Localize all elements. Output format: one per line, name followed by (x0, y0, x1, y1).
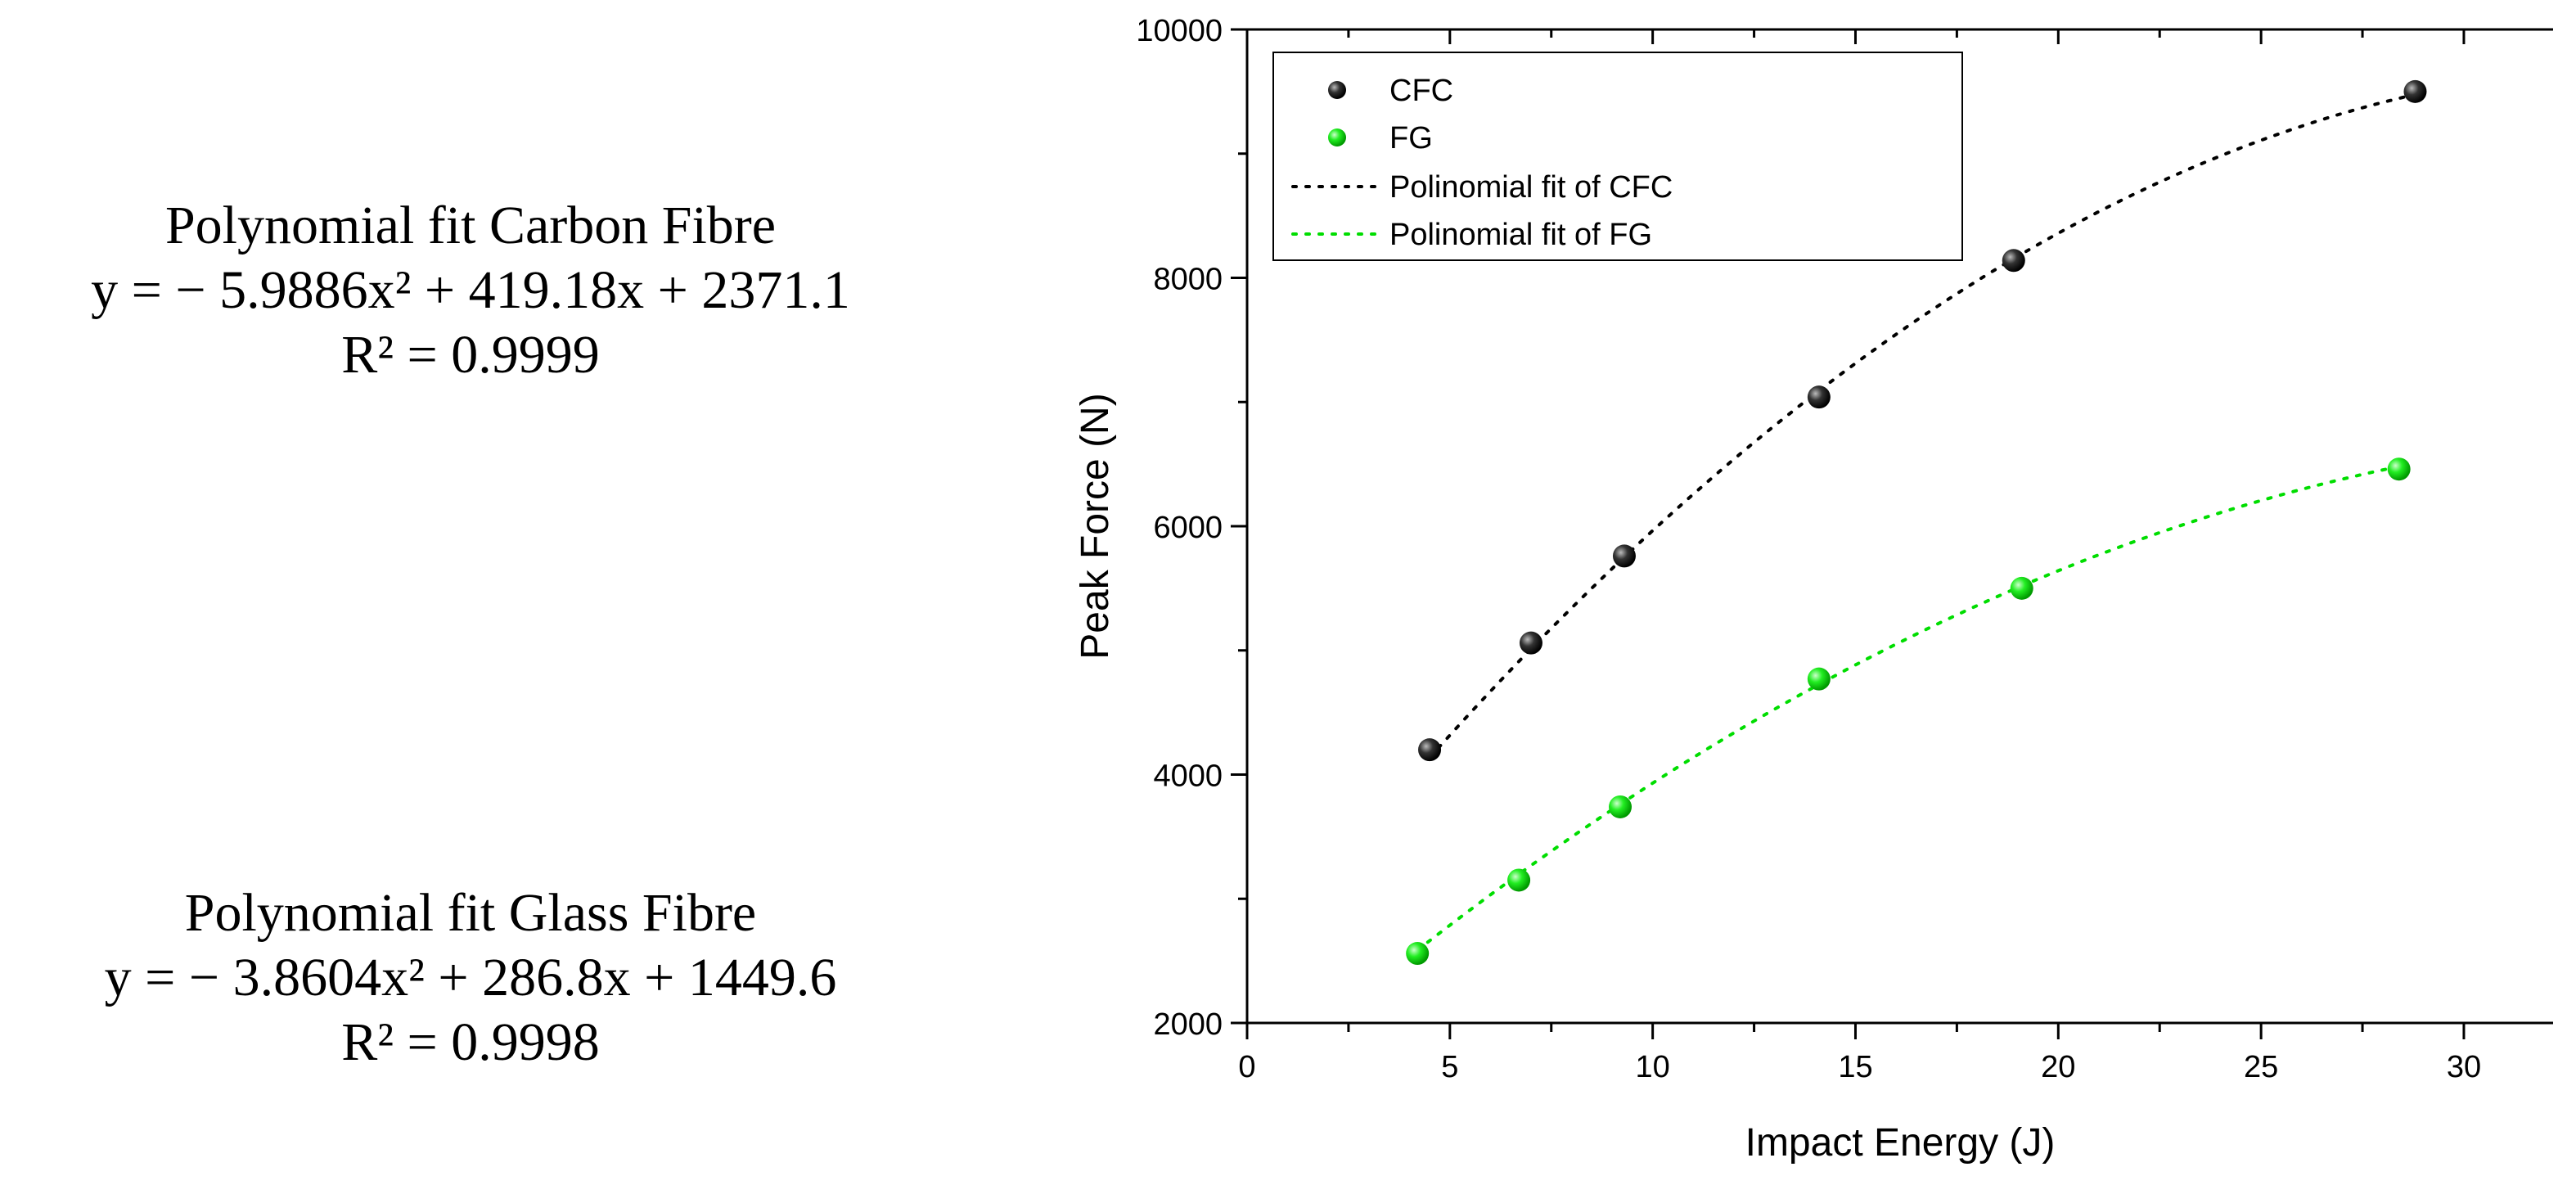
x-axis-title: Impact Energy (J) (1745, 1121, 2056, 1165)
x-tick-label: 30 (2447, 1050, 2481, 1084)
y-tick-label: 2000 (1153, 1007, 1223, 1042)
data-point-fg (2387, 457, 2411, 481)
carbon-fit-r2: R² = 0.9999 (341, 325, 600, 385)
x-tick-label: 20 (2041, 1050, 2075, 1084)
data-point-fg (1507, 868, 1531, 892)
x-tick-label: 0 (1238, 1050, 1255, 1084)
data-points (1406, 79, 2427, 966)
y-tick-label: 6000 (1153, 511, 1223, 545)
x-tick-label: 15 (1838, 1050, 1872, 1084)
data-point-cfc (1418, 738, 1442, 762)
data-point-cfc (2403, 79, 2427, 103)
legend-label-fg: FG (1389, 121, 1433, 155)
legend-label-cfc: CFC (1389, 74, 1453, 108)
carbon-fit-formula: y = − 5.9886x² + 419.18x + 2371.1 (91, 260, 850, 321)
glass-fibre-fit-equation: Polynomial fit Glass Fibre y = − 3.8604x… (8, 881, 933, 1075)
data-point-fg (1406, 942, 1430, 966)
legend-marker-fg (1328, 128, 1346, 146)
y-tick-label: 4000 (1153, 759, 1223, 794)
data-point-cfc (2002, 249, 2025, 273)
carbon-fibre-fit-equation: Polynomial fit Carbon Fibre y = − 5.9886… (33, 193, 908, 388)
fit-curve-fg (1416, 465, 2401, 953)
data-point-fg (1807, 667, 1831, 691)
data-point-cfc (1519, 631, 1542, 655)
glass-fit-title: Polynomial fit Glass Fibre (184, 883, 757, 943)
glass-fit-r2: R² = 0.9998 (341, 1012, 600, 1073)
x-tick-label: 5 (1441, 1050, 1458, 1084)
legend-marker-cfc (1328, 81, 1346, 99)
y-tick-label: 10000 (1136, 14, 1223, 48)
glass-fit-formula: y = − 3.8604x² + 286.8x + 1449.6 (104, 948, 837, 1008)
x-tick-label: 10 (1636, 1050, 1670, 1084)
legend-box (1272, 52, 1963, 261)
carbon-fit-title: Polynomial fit Carbon Fibre (164, 196, 777, 255)
data-point-fg (2010, 576, 2033, 600)
data-point-fg (1609, 795, 1632, 818)
peak-force-chart: 0 5 10 15 20 25 30 2000 4000 6000 8000 10000 Impact… (1074, 14, 2553, 1165)
x-tick-label: 25 (2244, 1050, 2278, 1084)
legend-label-fit-cfc: Polinomial fit of CFC (1389, 170, 1673, 205)
data-point-cfc (1612, 544, 1636, 568)
legend: CFC FG Polinomial fit of CFC Polinomial … (1272, 52, 1963, 261)
legend-label-fit-fg: Polinomial fit of FG (1389, 218, 1652, 252)
axes: 0 5 10 15 20 25 30 2000 4000 6000 8000 10000 (1136, 14, 2553, 1084)
y-axis-title: Peak Force (N) (1074, 393, 1117, 659)
fit-curve-cfc (1428, 92, 2417, 759)
fit-curves (1416, 92, 2417, 953)
y-tick-label: 8000 (1153, 263, 1223, 297)
data-point-cfc (1807, 385, 1831, 409)
